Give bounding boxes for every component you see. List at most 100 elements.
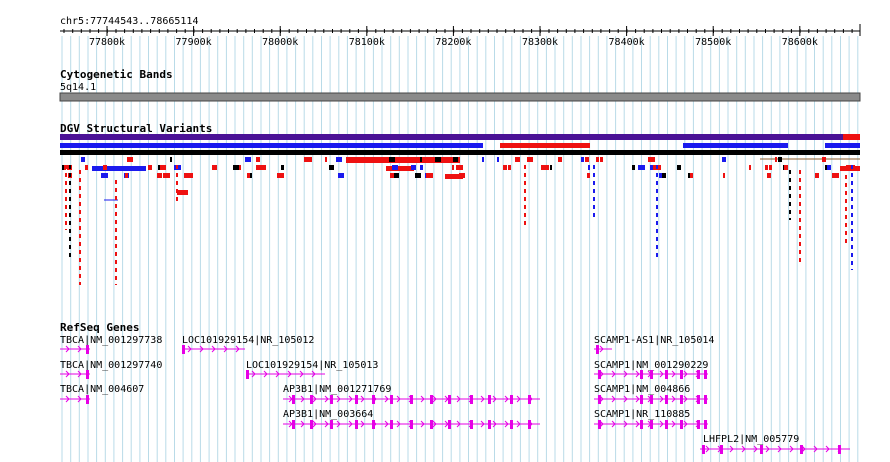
gene-exon[interactable] bbox=[86, 345, 89, 354]
gene-exon[interactable] bbox=[410, 420, 413, 429]
dgv-variant-mark[interactable] bbox=[261, 165, 266, 170]
gene-exon[interactable] bbox=[390, 420, 393, 429]
dgv-variant-mark[interactable] bbox=[415, 173, 421, 178]
dgv-variant-mark[interactable] bbox=[81, 157, 85, 162]
gene-exon[interactable] bbox=[760, 445, 763, 454]
dgv-variant-mark[interactable] bbox=[767, 173, 771, 178]
dgv-variant-mark[interactable] bbox=[581, 157, 584, 162]
dgv-variant-mark[interactable] bbox=[127, 157, 130, 162]
dgv-variant-mark[interactable] bbox=[307, 157, 312, 162]
dgv-variant-mark[interactable] bbox=[827, 165, 831, 170]
dgv-variant-mark[interactable] bbox=[596, 157, 599, 162]
gene-exon[interactable] bbox=[430, 420, 433, 429]
gene-label[interactable]: LHFPL2|NM_005779 bbox=[703, 434, 799, 445]
dgv-variant-mark[interactable] bbox=[722, 157, 726, 162]
gene-exon[interactable] bbox=[680, 420, 683, 429]
dgv-variant-mark[interactable] bbox=[250, 173, 252, 178]
gene-label[interactable]: SCAMP1|NM_001290229 bbox=[594, 360, 708, 371]
gene-exon[interactable] bbox=[665, 395, 668, 404]
dgv-gain-bar[interactable] bbox=[92, 166, 146, 171]
gene-exon[interactable] bbox=[470, 420, 473, 429]
dgv-gain-bar[interactable] bbox=[683, 143, 788, 148]
gene-exon[interactable] bbox=[528, 420, 531, 429]
dgv-variant-mark[interactable] bbox=[550, 165, 552, 170]
dgv-variant-mark[interactable] bbox=[160, 165, 166, 170]
gene-exon[interactable] bbox=[86, 370, 89, 379]
dgv-variant-mark[interactable] bbox=[656, 165, 661, 170]
gene-exon[interactable] bbox=[720, 445, 723, 454]
dgv-variant-mark[interactable] bbox=[450, 157, 454, 162]
gene-exon[interactable] bbox=[510, 420, 513, 429]
dgv-variant-mark[interactable] bbox=[723, 173, 725, 178]
gene-exon[interactable] bbox=[510, 395, 513, 404]
dgv-variant-mark[interactable] bbox=[338, 173, 344, 178]
dgv-variant-mark[interactable] bbox=[503, 165, 507, 170]
dgv-variant-mark[interactable] bbox=[508, 165, 511, 170]
gene-exon[interactable] bbox=[330, 395, 333, 404]
gene-exon[interactable] bbox=[292, 420, 295, 429]
gene-exon[interactable] bbox=[697, 370, 700, 379]
gene-exon[interactable] bbox=[448, 420, 451, 429]
gene-label[interactable]: SCAMP1-AS1|NR_105014 bbox=[594, 335, 714, 346]
dgv-variant-mark[interactable] bbox=[411, 165, 416, 170]
dgv-loss-bar[interactable] bbox=[445, 174, 463, 179]
dgv-variant-mark[interactable] bbox=[541, 165, 547, 170]
dgv-variant-mark[interactable] bbox=[163, 173, 170, 178]
dgv-variant-mark[interactable] bbox=[452, 165, 454, 170]
dgv-variant-mark[interactable] bbox=[130, 157, 132, 162]
gene-exon[interactable] bbox=[640, 420, 643, 429]
dgv-variant-mark[interactable] bbox=[304, 157, 309, 162]
gene-exon[interactable] bbox=[697, 395, 700, 404]
dgv-variant-mark[interactable] bbox=[157, 173, 162, 178]
dgv-variant-mark[interactable] bbox=[188, 173, 193, 178]
dgv-variant-mark[interactable] bbox=[101, 173, 108, 178]
gene-exon[interactable] bbox=[390, 395, 393, 404]
dgv-variant-mark[interactable] bbox=[239, 165, 241, 170]
gene-exon[interactable] bbox=[488, 420, 491, 429]
dgv-variant-mark[interactable] bbox=[148, 165, 152, 170]
gene-exon[interactable] bbox=[488, 395, 491, 404]
cytoband-bar[interactable] bbox=[59, 92, 861, 102]
dgv-variant-mark[interactable] bbox=[825, 165, 827, 170]
dgv-variant-mark[interactable] bbox=[778, 157, 782, 162]
dgv-variant-mark[interactable] bbox=[392, 165, 398, 170]
dgv-variant-mark[interactable] bbox=[690, 173, 693, 178]
dgv-variant-mark[interactable] bbox=[277, 173, 284, 178]
dgv-variant-mark[interactable] bbox=[247, 173, 250, 178]
dgv-variant-mark[interactable] bbox=[765, 165, 768, 170]
dgv-summary-bar-end[interactable] bbox=[843, 134, 860, 140]
dgv-variant-mark[interactable] bbox=[281, 165, 284, 170]
dgv-variant-mark[interactable] bbox=[459, 173, 465, 178]
dgv-track[interactable]: DGV Structural Variants bbox=[0, 0, 890, 300]
gene-exon[interactable] bbox=[598, 395, 601, 404]
dgv-variant-mark[interactable] bbox=[662, 173, 666, 178]
dgv-variant-mark[interactable] bbox=[348, 157, 355, 162]
gene-label[interactable]: LOC101929154|NR_105013 bbox=[246, 360, 378, 371]
dgv-variant-mark[interactable] bbox=[170, 157, 172, 162]
dgv-variant-mark[interactable] bbox=[587, 173, 590, 178]
gene-exon[interactable] bbox=[596, 345, 599, 354]
gene-exon[interactable] bbox=[704, 370, 707, 379]
gene-exon[interactable] bbox=[704, 420, 707, 429]
dgv-variant-mark[interactable] bbox=[653, 165, 658, 170]
gene-exon[interactable] bbox=[310, 395, 313, 404]
dgv-black-bar[interactable] bbox=[60, 150, 860, 155]
dgv-variant-mark[interactable] bbox=[336, 157, 342, 162]
dgv-variant-mark[interactable] bbox=[389, 157, 395, 162]
dgv-variant-mark[interactable] bbox=[390, 173, 395, 178]
gene-label[interactable]: TBCA|NM_001297738 bbox=[60, 335, 162, 346]
dgv-loss-bar[interactable] bbox=[500, 143, 590, 148]
dgv-variant-mark[interactable] bbox=[558, 157, 562, 162]
dgv-variant-mark[interactable] bbox=[815, 173, 819, 178]
gene-exon[interactable] bbox=[650, 370, 653, 379]
gene-exon[interactable] bbox=[310, 420, 313, 429]
dgv-variant-mark[interactable] bbox=[426, 173, 433, 178]
gene-label[interactable]: SCAMP1|NR_110885 bbox=[594, 409, 690, 420]
gene-label[interactable]: TBCA|NM_001297740 bbox=[60, 360, 162, 371]
gene-exon[interactable] bbox=[355, 420, 358, 429]
gene-exon[interactable] bbox=[430, 395, 433, 404]
dgv-variant-mark[interactable] bbox=[822, 157, 826, 162]
dgv-variant-mark[interactable] bbox=[585, 157, 589, 162]
gene-exon[interactable] bbox=[702, 445, 705, 454]
gene-exon[interactable] bbox=[800, 445, 803, 454]
